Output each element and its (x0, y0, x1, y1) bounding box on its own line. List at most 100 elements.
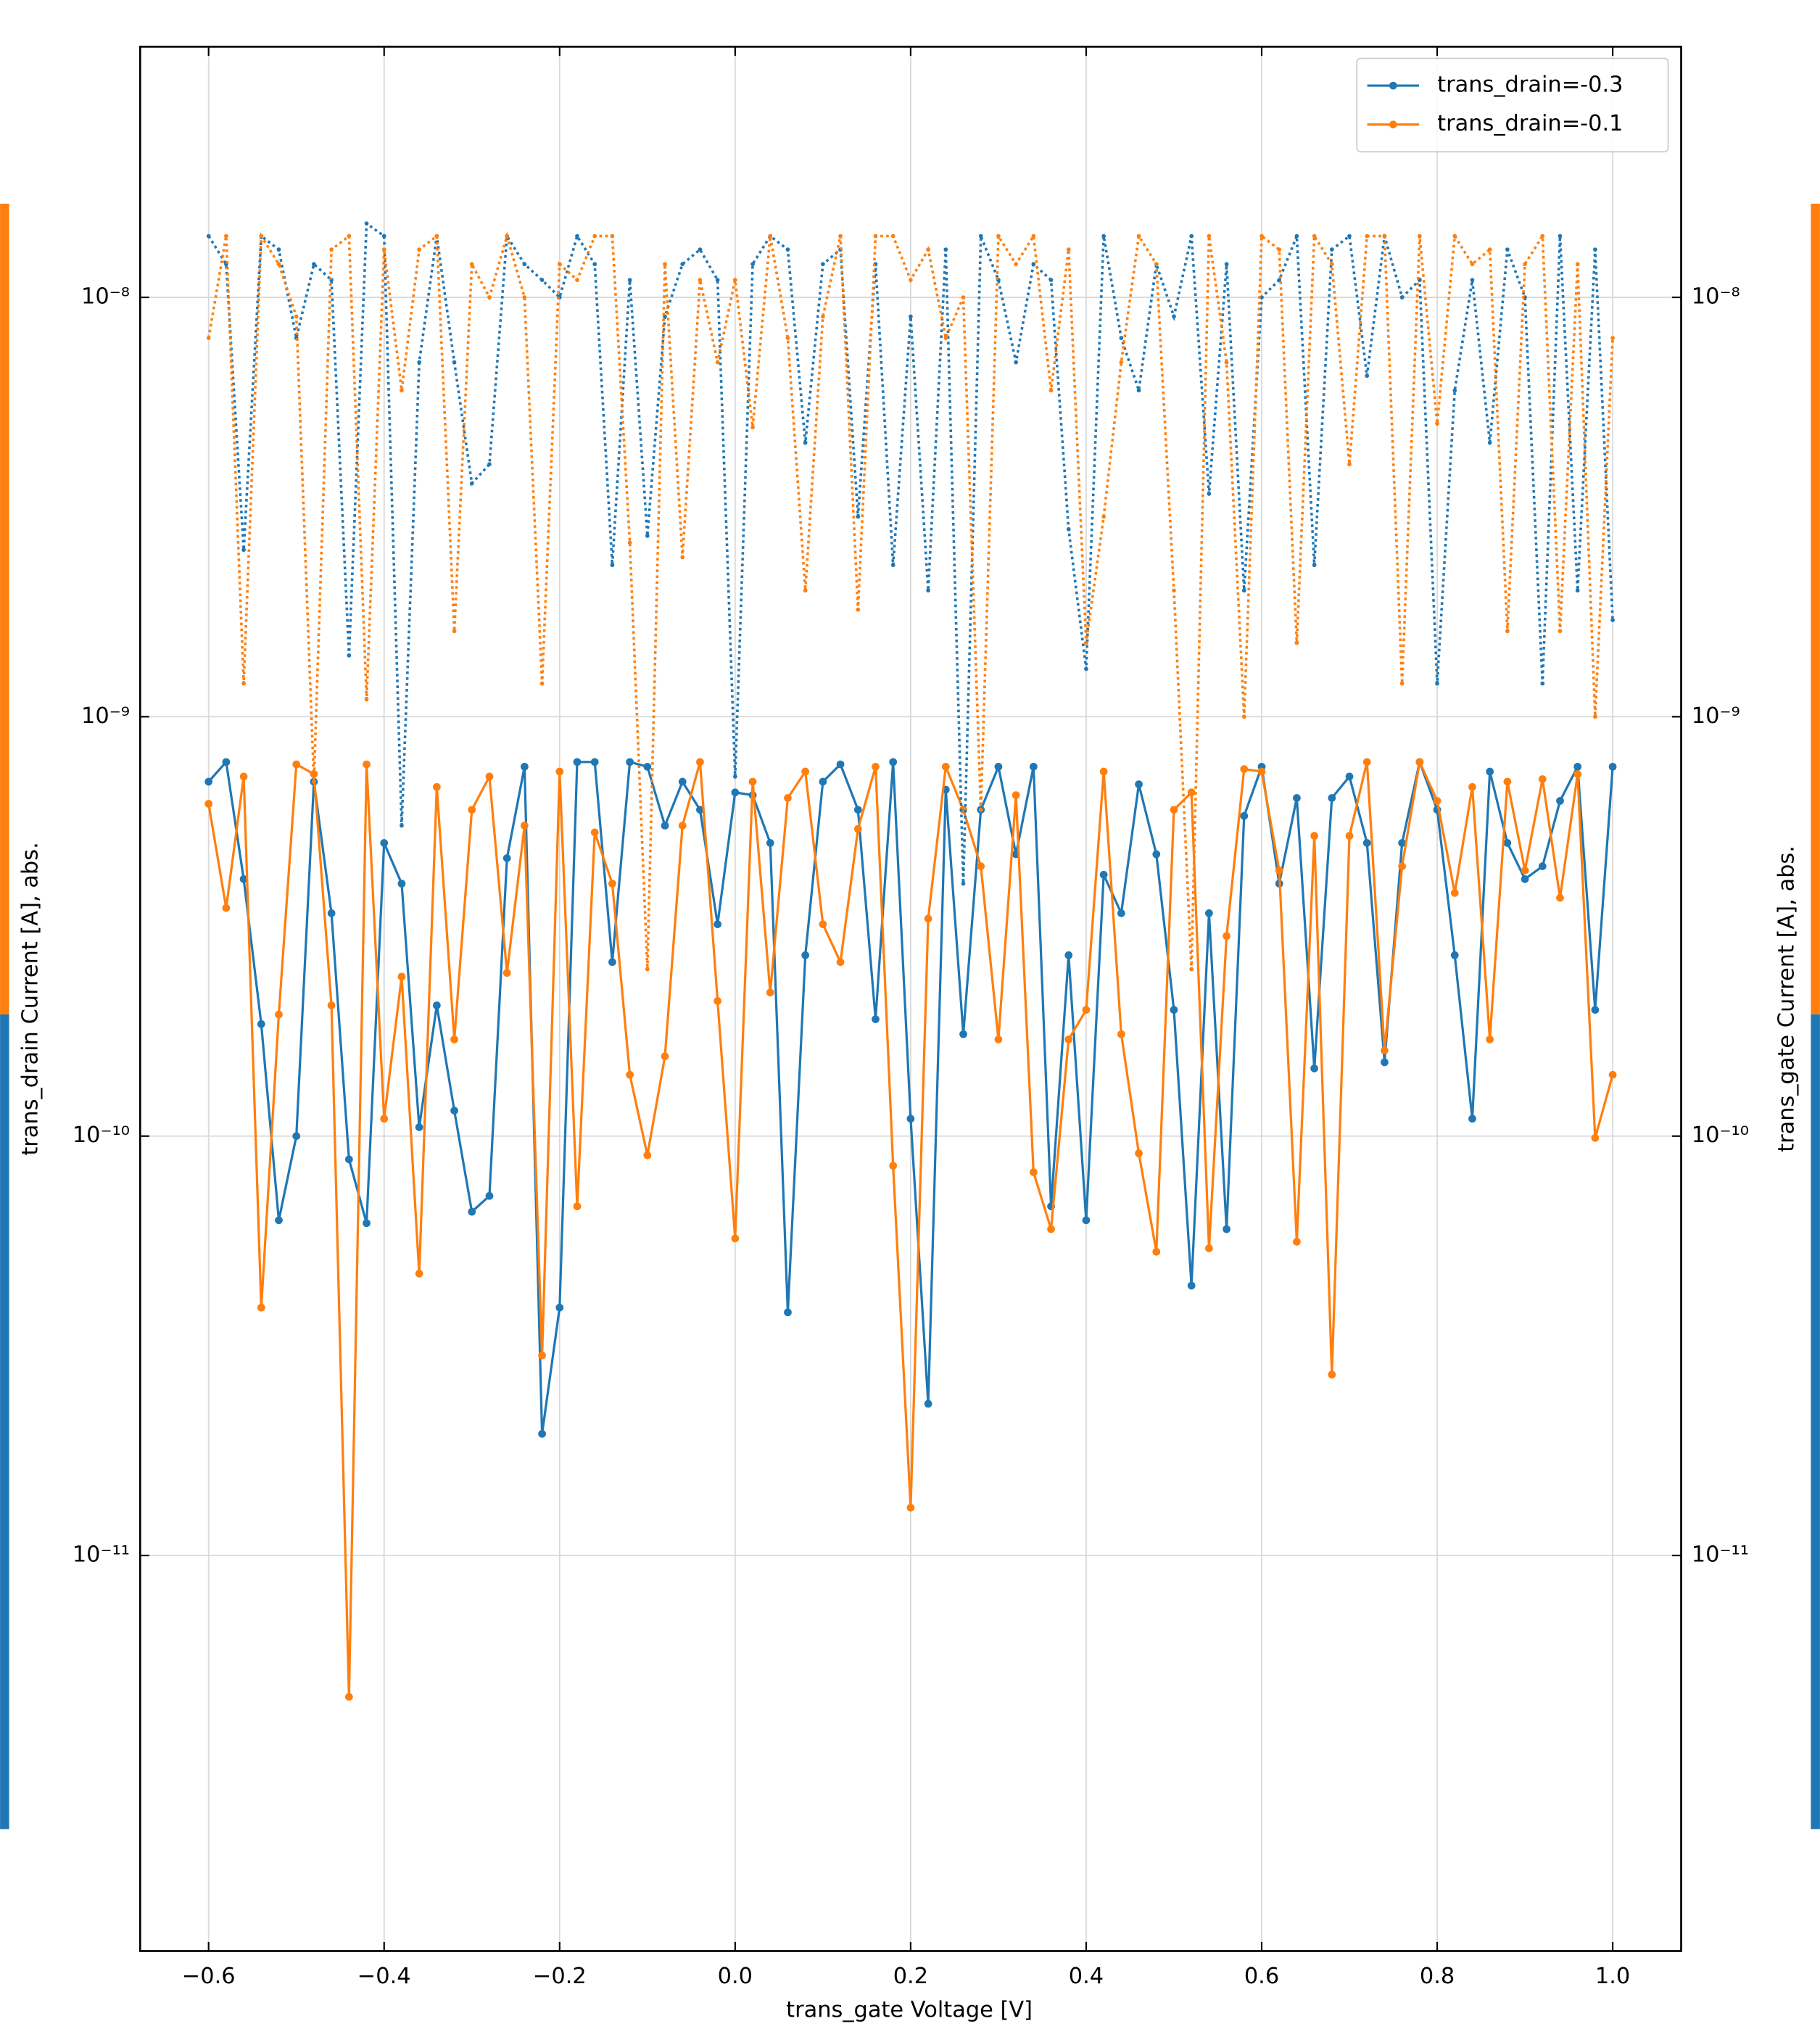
marker (1573, 770, 1582, 778)
marker (294, 314, 299, 319)
marker (996, 233, 1001, 239)
marker (1365, 373, 1370, 379)
marker (943, 336, 948, 340)
marker (821, 262, 825, 267)
marker (836, 760, 845, 769)
marker (943, 247, 948, 252)
marker (1064, 951, 1073, 959)
marker (1187, 1281, 1196, 1290)
marker (1433, 797, 1441, 805)
marker (275, 1216, 283, 1225)
marker (978, 807, 983, 812)
marker (856, 514, 861, 519)
marker (1470, 262, 1475, 267)
marker (485, 1191, 494, 1200)
marker (1452, 233, 1457, 239)
x-tick-label: 0.0 (718, 1964, 753, 1989)
marker (924, 1400, 932, 1408)
legend-marker (1389, 120, 1397, 129)
marker (1450, 951, 1459, 959)
marker (1048, 388, 1054, 393)
marker (1259, 233, 1264, 239)
marker (257, 1020, 265, 1028)
marker (347, 653, 352, 658)
marker (1328, 1371, 1336, 1378)
marker (1066, 526, 1071, 532)
marker (415, 1270, 423, 1278)
marker (1117, 1030, 1125, 1038)
marker (347, 233, 352, 239)
marker (1031, 262, 1036, 267)
marker (819, 777, 827, 786)
marker (643, 1151, 652, 1159)
marker (575, 278, 579, 282)
x-tick-label: 0.2 (893, 1964, 928, 1989)
marker (1540, 233, 1545, 239)
marker (1031, 233, 1036, 239)
marker (1084, 666, 1088, 671)
marker (906, 1503, 915, 1512)
marker (557, 262, 562, 267)
marker (1205, 1244, 1213, 1252)
marker (801, 951, 810, 959)
marker (610, 563, 615, 568)
marker (680, 555, 685, 560)
marker (1538, 775, 1547, 783)
marker (748, 777, 757, 786)
marker (784, 794, 792, 802)
marker (1487, 247, 1492, 252)
marker (432, 782, 441, 791)
legend-marker (1389, 81, 1397, 90)
marker (417, 247, 422, 252)
marker (239, 875, 248, 883)
marker (1294, 640, 1299, 645)
marker (1012, 791, 1020, 799)
marker (1398, 839, 1407, 847)
marker (204, 800, 213, 808)
marker (1381, 1058, 1389, 1067)
marker (1082, 1006, 1091, 1014)
marker (1223, 1225, 1230, 1233)
marker (1505, 247, 1510, 252)
marker (434, 233, 439, 239)
marker (608, 958, 616, 967)
marker (555, 767, 564, 776)
marker (1170, 806, 1178, 814)
marker (206, 233, 211, 239)
marker (715, 360, 720, 365)
marker (1275, 867, 1283, 875)
marker (890, 563, 895, 568)
marker (522, 295, 527, 299)
marker (363, 1219, 371, 1228)
marker (575, 233, 579, 239)
marker (1099, 767, 1108, 776)
marker (468, 806, 476, 814)
marker (959, 1030, 967, 1038)
marker (1205, 909, 1213, 917)
marker (1135, 780, 1143, 788)
marker (1310, 1064, 1318, 1072)
marker (627, 540, 632, 545)
marker (1381, 1046, 1389, 1055)
marker (889, 1162, 898, 1170)
marker (1189, 233, 1194, 239)
marker (224, 233, 228, 239)
marker (1435, 681, 1439, 686)
marker (643, 762, 652, 771)
marker (522, 262, 527, 267)
marker (978, 233, 983, 239)
marker (329, 247, 334, 252)
marker (819, 920, 827, 928)
marker (538, 1351, 546, 1360)
marker (1382, 233, 1387, 239)
marker (468, 1207, 476, 1216)
legend-label: trans_drain=-0.3 (1437, 73, 1623, 98)
y-axis-label: trans_drain Current [A], abs. (18, 842, 44, 1155)
marker (856, 607, 861, 612)
marker (1029, 762, 1038, 771)
marker (487, 295, 492, 299)
y2-tick-label: 10⁻⁹ (1692, 703, 1740, 729)
marker (380, 839, 389, 847)
marker (645, 534, 650, 538)
marker (803, 440, 808, 445)
